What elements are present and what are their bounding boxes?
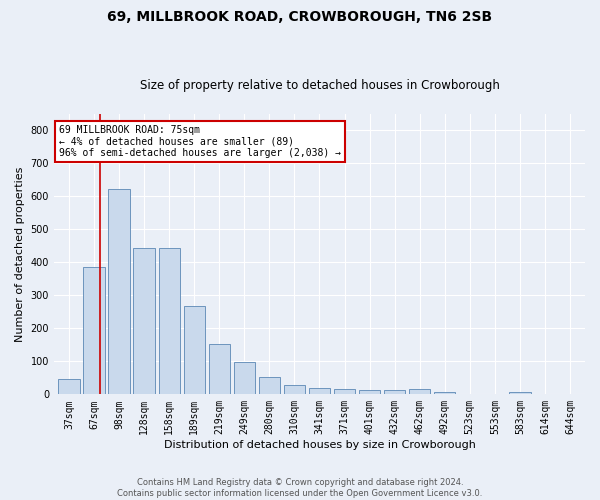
Bar xyxy=(384,390,405,394)
Bar xyxy=(184,306,205,394)
X-axis label: Distribution of detached houses by size in Crowborough: Distribution of detached houses by size … xyxy=(164,440,475,450)
Bar xyxy=(284,385,305,394)
Bar xyxy=(334,388,355,394)
Text: 69 MILLBROOK ROAD: 75sqm
← 4% of detached houses are smaller (89)
96% of semi-de: 69 MILLBROOK ROAD: 75sqm ← 4% of detache… xyxy=(59,125,341,158)
Text: 69, MILLBROOK ROAD, CROWBOROUGH, TN6 2SB: 69, MILLBROOK ROAD, CROWBOROUGH, TN6 2SB xyxy=(107,10,493,24)
Bar xyxy=(359,390,380,394)
Bar xyxy=(309,388,330,394)
Bar xyxy=(109,189,130,394)
Title: Size of property relative to detached houses in Crowborough: Size of property relative to detached ho… xyxy=(140,79,499,92)
Bar xyxy=(58,379,80,394)
Bar xyxy=(409,390,430,394)
Bar xyxy=(233,362,255,394)
Text: Contains HM Land Registry data © Crown copyright and database right 2024.
Contai: Contains HM Land Registry data © Crown c… xyxy=(118,478,482,498)
Bar xyxy=(209,344,230,395)
Bar xyxy=(259,377,280,394)
Bar xyxy=(83,268,104,394)
Bar xyxy=(509,392,530,394)
Bar xyxy=(158,248,180,394)
Bar xyxy=(434,392,455,394)
Bar xyxy=(133,248,155,394)
Y-axis label: Number of detached properties: Number of detached properties xyxy=(15,166,25,342)
